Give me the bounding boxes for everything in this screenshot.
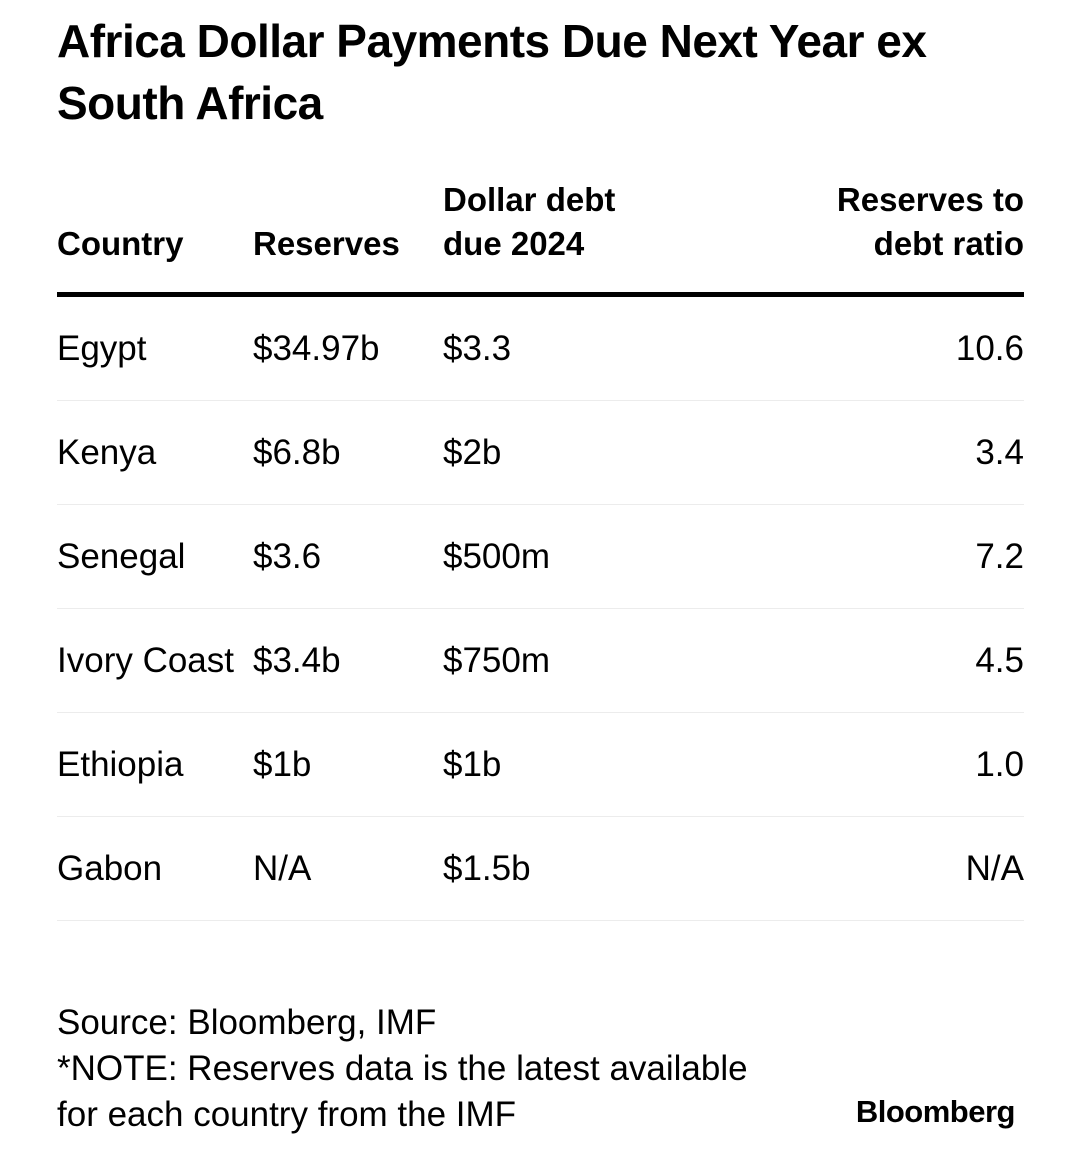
- ratio-cell: 1.0: [743, 712, 1024, 817]
- header-row: Country Reserves Dollar debt due 2024 Re…: [57, 178, 1024, 297]
- ratio-cell: 7.2: [743, 504, 1024, 609]
- dollar-debt-cell: $1.5b: [443, 816, 743, 921]
- dollar-debt-cell: $500m: [443, 504, 743, 609]
- table-row: Ivory Coast $3.4b $750m 4.5: [57, 608, 1024, 713]
- column-header-reserves: Reserves: [253, 178, 443, 297]
- column-header-country: Country: [57, 178, 253, 297]
- reserves-cell: $34.97b: [253, 294, 443, 401]
- table-row: Senegal $3.6 $500m 7.2: [57, 504, 1024, 609]
- reserves-cell: $3.6: [253, 504, 443, 609]
- ratio-cell: N/A: [743, 816, 1024, 921]
- country-cell: Kenya: [57, 400, 253, 505]
- data-note: *NOTE: Reserves data is the latest avail…: [57, 1049, 748, 1134]
- table-row: Gabon N/A $1.5b N/A: [57, 816, 1024, 921]
- country-cell: Senegal: [57, 504, 253, 609]
- dollar-debt-cell: $750m: [443, 608, 743, 713]
- reserves-cell: $1b: [253, 712, 443, 817]
- reserves-cell: $6.8b: [253, 400, 443, 505]
- dollar-debt-cell: $3.3: [443, 294, 743, 401]
- table-row: Egypt $34.97b $3.3 10.6: [57, 294, 1024, 401]
- dollar-debt-cell: $1b: [443, 712, 743, 817]
- ratio-cell: 4.5: [743, 608, 1024, 713]
- chart-title: Africa Dollar Payments Due Next Year ex …: [57, 15, 927, 129]
- reserves-cell: $3.4b: [253, 608, 443, 713]
- bloomberg-logo: Bloomberg: [855, 1094, 1016, 1129]
- country-cell: Egypt: [57, 294, 253, 401]
- debt-table: Country Reserves Dollar debt due 2024 Re…: [57, 178, 1024, 921]
- ratio-cell: 10.6: [743, 294, 1024, 401]
- table-row: Ethiopia $1b $1b 1.0: [57, 712, 1024, 817]
- country-cell: Ivory Coast: [57, 608, 253, 713]
- country-cell: Gabon: [57, 816, 253, 921]
- table-body: Egypt $34.97b $3.3 10.6 Kenya $6.8b $2b 3.4 Sene…: [57, 294, 1024, 921]
- footnote: Source: Bloomberg, IMF *NOTE: Reserves d…: [57, 1000, 797, 1138]
- table-row: Kenya $6.8b $2b 3.4: [57, 400, 1024, 505]
- ratio-cell: 3.4: [743, 400, 1024, 505]
- country-cell: Ethiopia: [57, 712, 253, 817]
- reserves-cell: N/A: [253, 816, 443, 921]
- column-header-ratio: Reserves to debt ratio: [743, 178, 1024, 297]
- source-note: Source: Bloomberg, IMF: [57, 1003, 437, 1042]
- column-header-dollar-debt: Dollar debt due 2024: [443, 178, 743, 297]
- dollar-debt-cell: $2b: [443, 400, 743, 505]
